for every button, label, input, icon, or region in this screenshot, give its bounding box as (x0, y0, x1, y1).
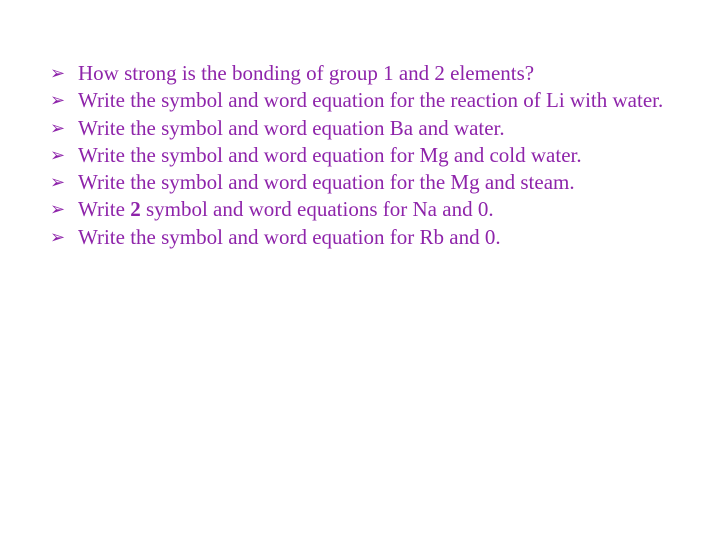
bullet-item: ➢Write the symbol and word equation for … (50, 169, 670, 196)
text-run: How strong is the bonding of group 1 and… (78, 61, 534, 85)
text-run: symbol and word equations for Na and 0. (141, 197, 494, 221)
bullet-marker-icon: ➢ (50, 60, 78, 85)
text-run: Write the symbol and word equation for t… (78, 170, 575, 194)
text-run: Write the symbol and word equation for t… (78, 88, 663, 112)
text-run: Write the symbol and word equation for R… (78, 225, 501, 249)
bullet-item: ➢Write the symbol and word equation for … (50, 142, 670, 169)
bold-text: 2 (130, 197, 141, 221)
bullet-text: Write 2 symbol and word equations for Na… (78, 196, 670, 223)
bullet-marker-icon: ➢ (50, 169, 78, 194)
bullet-text: How strong is the bonding of group 1 and… (78, 60, 670, 87)
bullet-list: ➢How strong is the bonding of group 1 an… (50, 60, 670, 251)
bullet-item: ➢Write the symbol and word equation Ba a… (50, 115, 670, 142)
bullet-item: ➢Write the symbol and word equation for … (50, 224, 670, 251)
bullet-text: Write the symbol and word equation for M… (78, 142, 670, 169)
bullet-marker-icon: ➢ (50, 87, 78, 112)
bullet-marker-icon: ➢ (50, 115, 78, 140)
bullet-marker-icon: ➢ (50, 196, 78, 221)
bullet-item: ➢Write the symbol and word equation for … (50, 87, 670, 114)
slide: ➢How strong is the bonding of group 1 an… (0, 0, 720, 540)
bullet-marker-icon: ➢ (50, 224, 78, 249)
bullet-text: Write the symbol and word equation for t… (78, 169, 670, 196)
bullet-item: ➢Write 2 symbol and word equations for N… (50, 196, 670, 223)
text-run: Write the symbol and word equation for M… (78, 143, 582, 167)
bullet-marker-icon: ➢ (50, 142, 78, 167)
bullet-text: Write the symbol and word equation Ba an… (78, 115, 670, 142)
text-run: Write the symbol and word equation Ba an… (78, 116, 505, 140)
text-run: Write (78, 197, 130, 221)
bullet-item: ➢How strong is the bonding of group 1 an… (50, 60, 670, 87)
bullet-text: Write the symbol and word equation for R… (78, 224, 670, 251)
bullet-text: Write the symbol and word equation for t… (78, 87, 670, 114)
